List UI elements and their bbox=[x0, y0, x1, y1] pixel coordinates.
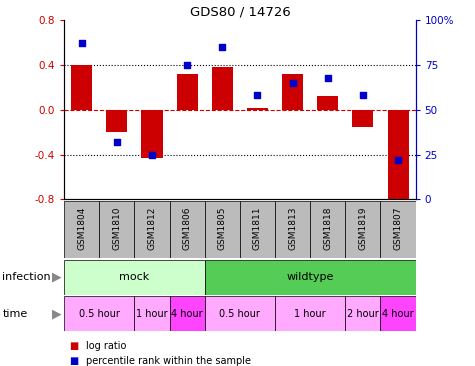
Bar bbox=[345, 296, 380, 331]
Bar bbox=[275, 296, 345, 331]
Bar bbox=[380, 296, 416, 331]
Bar bbox=[64, 260, 205, 295]
Point bbox=[148, 152, 156, 157]
Point bbox=[254, 93, 261, 98]
Bar bbox=[205, 201, 240, 258]
Bar bbox=[345, 201, 380, 258]
Bar bbox=[170, 201, 205, 258]
Text: GSM1813: GSM1813 bbox=[288, 207, 297, 250]
Bar bbox=[64, 201, 99, 258]
Bar bbox=[99, 201, 134, 258]
Bar bbox=[282, 74, 303, 110]
Text: 4 hour: 4 hour bbox=[171, 309, 203, 319]
Text: time: time bbox=[2, 309, 28, 319]
Text: percentile rank within the sample: percentile rank within the sample bbox=[86, 355, 250, 366]
Bar bbox=[142, 110, 162, 158]
Bar bbox=[275, 201, 310, 258]
Bar bbox=[134, 296, 170, 331]
Bar bbox=[177, 74, 198, 110]
Bar bbox=[352, 110, 373, 127]
Text: GSM1806: GSM1806 bbox=[183, 207, 191, 250]
Text: ▶: ▶ bbox=[52, 271, 62, 284]
Point bbox=[289, 80, 296, 86]
Text: mock: mock bbox=[119, 272, 150, 282]
Bar bbox=[388, 110, 408, 205]
Bar bbox=[205, 296, 275, 331]
Text: GSM1819: GSM1819 bbox=[359, 207, 367, 250]
Text: ■: ■ bbox=[69, 355, 78, 366]
Text: infection: infection bbox=[2, 272, 51, 282]
Point bbox=[394, 157, 402, 163]
Text: GSM1807: GSM1807 bbox=[394, 207, 402, 250]
Text: GSM1805: GSM1805 bbox=[218, 207, 227, 250]
Point bbox=[78, 41, 86, 46]
Bar bbox=[212, 67, 233, 110]
Text: wildtype: wildtype bbox=[286, 272, 334, 282]
Point bbox=[359, 93, 367, 98]
Text: ■: ■ bbox=[69, 341, 78, 351]
Text: 4 hour: 4 hour bbox=[382, 309, 414, 319]
Bar bbox=[205, 260, 416, 295]
Point bbox=[218, 44, 226, 50]
Bar bbox=[106, 110, 127, 132]
Bar bbox=[170, 296, 205, 331]
Text: GSM1804: GSM1804 bbox=[77, 207, 86, 250]
Text: log ratio: log ratio bbox=[86, 341, 126, 351]
Text: 2 hour: 2 hour bbox=[347, 309, 379, 319]
Bar bbox=[317, 96, 338, 110]
Text: ▶: ▶ bbox=[52, 307, 62, 320]
Bar bbox=[247, 108, 268, 110]
Text: GSM1811: GSM1811 bbox=[253, 207, 262, 250]
Bar bbox=[240, 201, 275, 258]
Bar bbox=[71, 65, 92, 110]
Bar bbox=[64, 296, 134, 331]
Text: 0.5 hour: 0.5 hour bbox=[219, 309, 260, 319]
Point bbox=[324, 75, 332, 81]
Text: 1 hour: 1 hour bbox=[294, 309, 326, 319]
Title: GDS80 / 14726: GDS80 / 14726 bbox=[190, 6, 290, 19]
Point bbox=[183, 62, 191, 68]
Text: GSM1818: GSM1818 bbox=[323, 207, 332, 250]
Text: 0.5 hour: 0.5 hour bbox=[79, 309, 120, 319]
Bar bbox=[380, 201, 416, 258]
Bar bbox=[310, 201, 345, 258]
Bar bbox=[134, 201, 170, 258]
Text: GSM1812: GSM1812 bbox=[148, 207, 156, 250]
Text: 1 hour: 1 hour bbox=[136, 309, 168, 319]
Text: GSM1810: GSM1810 bbox=[113, 207, 121, 250]
Point bbox=[113, 139, 121, 145]
